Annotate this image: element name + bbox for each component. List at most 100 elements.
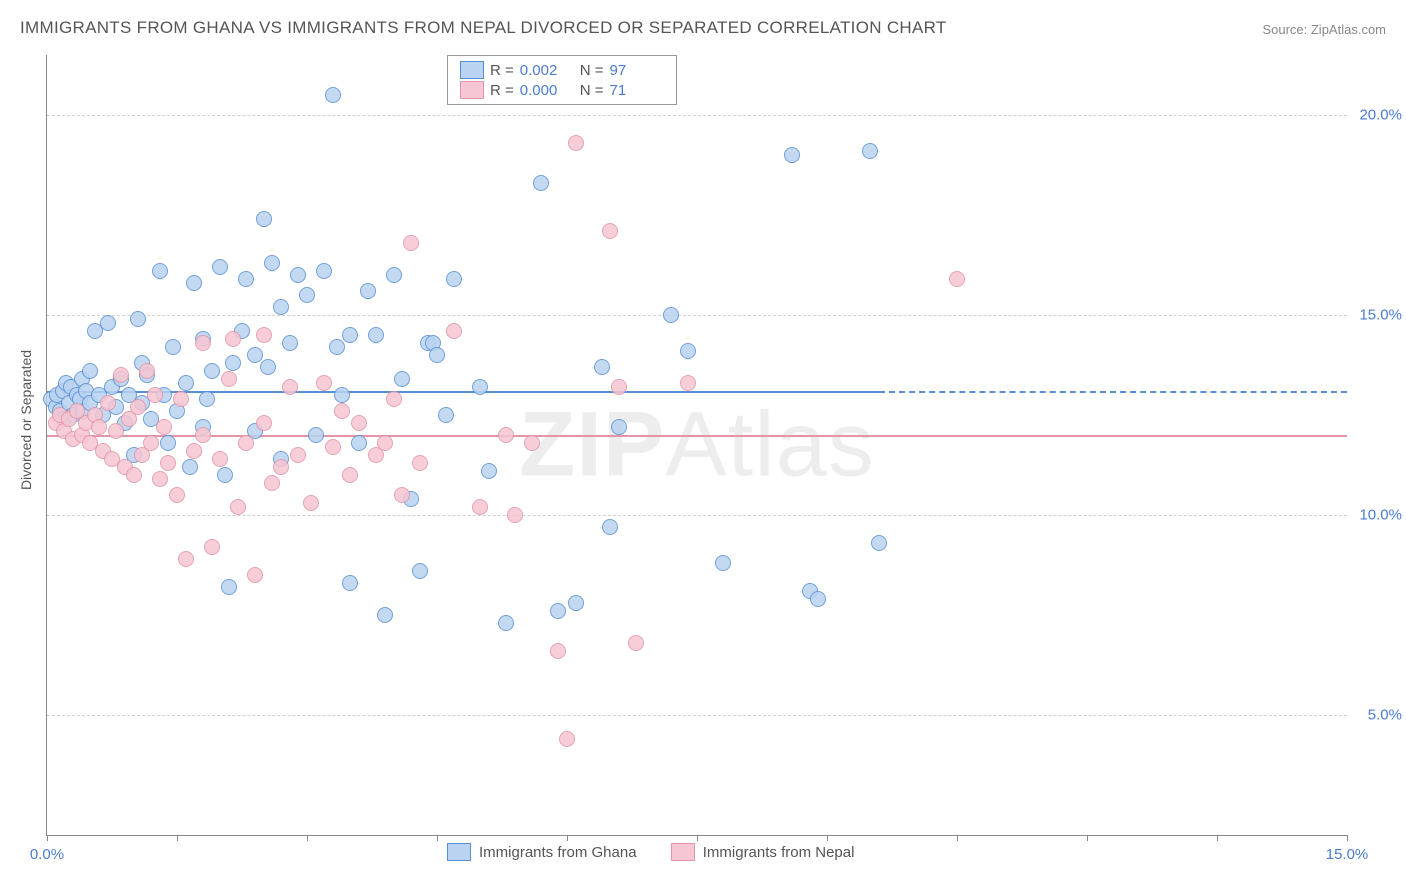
marker-ghana (100, 315, 116, 331)
gridline-h (47, 115, 1347, 116)
x-tick-mark (437, 835, 438, 841)
marker-ghana (82, 363, 98, 379)
marker-nepal (611, 379, 627, 395)
marker-nepal (282, 379, 298, 395)
legend-item-ghana: Immigrants from Ghana (447, 843, 637, 861)
y-tick-label: 15.0% (1359, 307, 1402, 324)
x-tick-mark (827, 835, 828, 841)
marker-ghana (394, 371, 410, 387)
marker-ghana (238, 271, 254, 287)
source-label: Source: ZipAtlas.com (1262, 22, 1386, 37)
marker-ghana (602, 519, 618, 535)
legend-correlation: R = 0.002 N = 97 R = 0.000 N = 71 (447, 55, 677, 105)
gridline-h (47, 315, 1347, 316)
chart-container: IMMIGRANTS FROM GHANA VS IMMIGRANTS FROM… (0, 0, 1406, 892)
marker-ghana (871, 535, 887, 551)
marker-nepal (472, 499, 488, 515)
marker-ghana (325, 87, 341, 103)
marker-nepal (498, 427, 514, 443)
marker-ghana (260, 359, 276, 375)
marker-nepal (139, 363, 155, 379)
marker-nepal (186, 443, 202, 459)
marker-ghana (165, 339, 181, 355)
x-tick-mark (47, 835, 48, 841)
marker-nepal (377, 435, 393, 451)
marker-nepal (264, 475, 280, 491)
y-tick-label: 5.0% (1368, 707, 1402, 724)
marker-ghana (221, 579, 237, 595)
marker-ghana (282, 335, 298, 351)
marker-nepal (507, 507, 523, 523)
x-tick-mark (177, 835, 178, 841)
plot-area: ZIPAtlas R = 0.002 N = 97 R = 0.000 N = … (46, 55, 1347, 836)
marker-ghana (342, 575, 358, 591)
x-tick-mark (567, 835, 568, 841)
marker-ghana (256, 211, 272, 227)
marker-nepal (316, 375, 332, 391)
marker-nepal (221, 371, 237, 387)
marker-nepal (303, 495, 319, 511)
x-tick-mark (1087, 835, 1088, 841)
marker-nepal (386, 391, 402, 407)
marker-nepal (113, 367, 129, 383)
marker-ghana (360, 283, 376, 299)
watermark: ZIPAtlas (519, 393, 875, 498)
marker-nepal (290, 447, 306, 463)
marker-nepal (100, 395, 116, 411)
marker-ghana (178, 375, 194, 391)
marker-ghana (299, 287, 315, 303)
marker-ghana (308, 427, 324, 443)
marker-ghana (498, 615, 514, 631)
marker-ghana (160, 435, 176, 451)
marker-ghana (862, 143, 878, 159)
marker-ghana (217, 467, 233, 483)
marker-ghana (186, 275, 202, 291)
marker-nepal (524, 435, 540, 451)
marker-nepal (949, 271, 965, 287)
marker-nepal (256, 327, 272, 343)
legend-row-ghana: R = 0.002 N = 97 (460, 60, 664, 80)
legend-item-nepal: Immigrants from Nepal (671, 843, 855, 861)
marker-nepal (568, 135, 584, 151)
y-tick-label: 20.0% (1359, 107, 1402, 124)
marker-ghana (446, 271, 462, 287)
marker-ghana (594, 359, 610, 375)
marker-nepal (152, 471, 168, 487)
marker-ghana (481, 463, 497, 479)
marker-ghana (611, 419, 627, 435)
marker-ghana (550, 603, 566, 619)
marker-ghana (130, 311, 146, 327)
marker-ghana (334, 387, 350, 403)
marker-ghana (784, 147, 800, 163)
marker-nepal (247, 567, 263, 583)
gridline-h (47, 515, 1347, 516)
marker-nepal (169, 487, 185, 503)
marker-ghana (225, 355, 241, 371)
marker-nepal (156, 419, 172, 435)
marker-ghana (386, 267, 402, 283)
marker-nepal (412, 455, 428, 471)
marker-nepal (238, 435, 254, 451)
marker-ghana (472, 379, 488, 395)
marker-nepal (195, 427, 211, 443)
marker-ghana (715, 555, 731, 571)
marker-nepal (559, 731, 575, 747)
x-tick-label: 0.0% (30, 846, 64, 863)
marker-nepal (351, 415, 367, 431)
y-axis-title: Divorced or Separated (18, 350, 34, 490)
swatch-ghana (460, 61, 484, 79)
marker-nepal (602, 223, 618, 239)
marker-nepal (334, 403, 350, 419)
marker-nepal (394, 487, 410, 503)
marker-ghana (533, 175, 549, 191)
marker-nepal (680, 375, 696, 391)
marker-ghana (212, 259, 228, 275)
marker-nepal (143, 435, 159, 451)
marker-ghana (368, 327, 384, 343)
marker-nepal (225, 331, 241, 347)
marker-nepal (628, 635, 644, 651)
swatch-ghana-2 (447, 843, 471, 861)
marker-nepal (403, 235, 419, 251)
marker-nepal (130, 399, 146, 415)
marker-ghana (264, 255, 280, 271)
